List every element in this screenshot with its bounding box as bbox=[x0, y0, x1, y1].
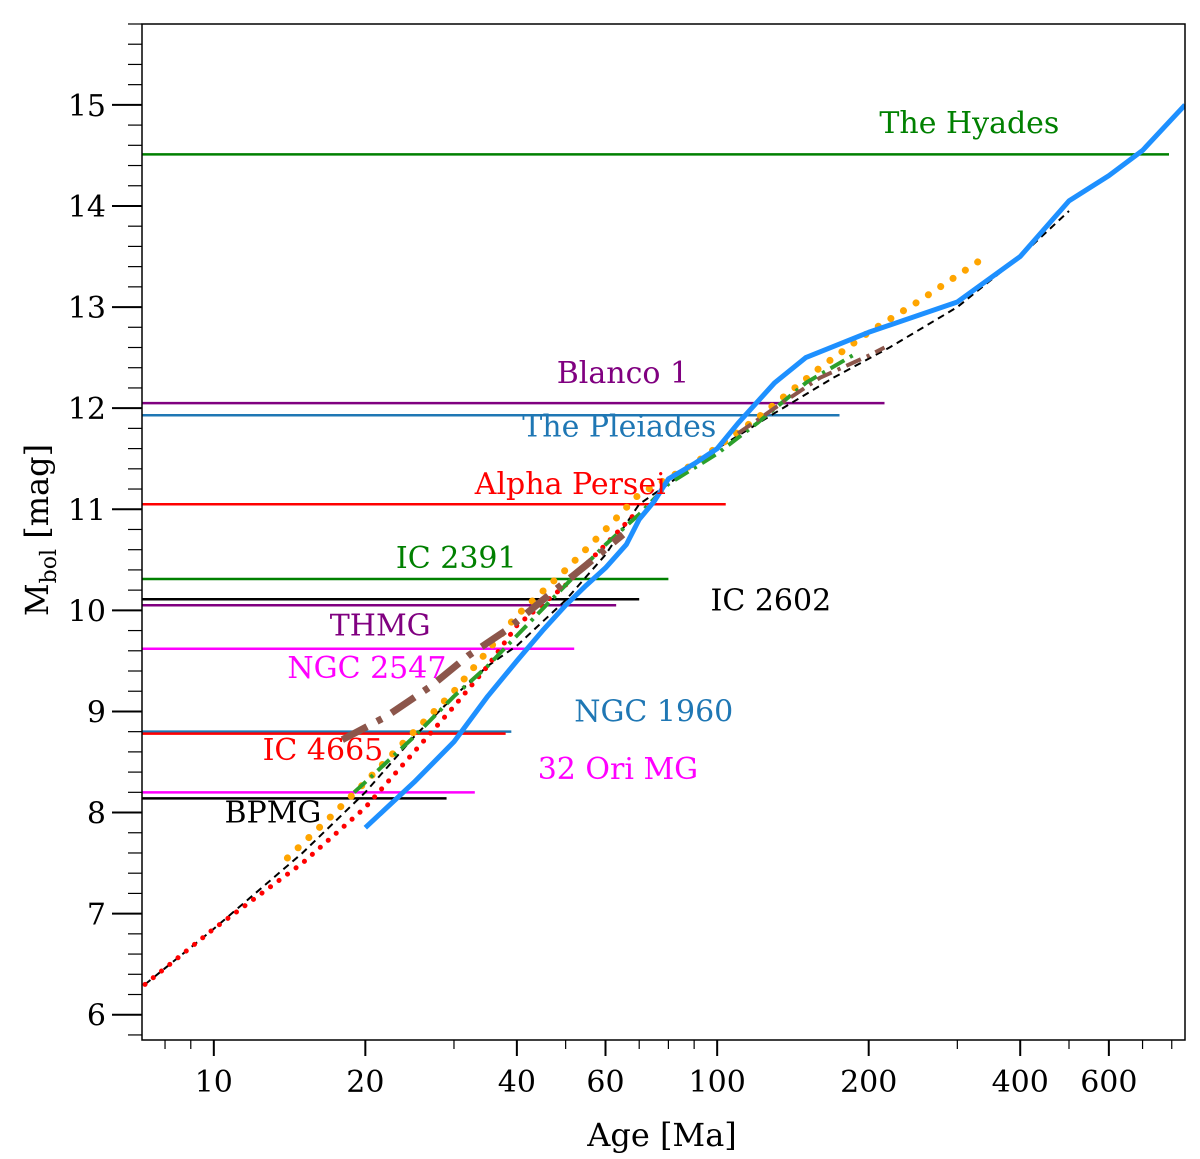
x-tick-label-1: 20 bbox=[346, 1065, 384, 1100]
plot-frame bbox=[141, 23, 1186, 1041]
cluster-label-6: THMG bbox=[330, 609, 431, 644]
cluster-label-8: NGC 1960 bbox=[574, 695, 733, 730]
y-axis-label-sub: bol bbox=[37, 549, 62, 583]
model-curve-1 bbox=[142, 506, 642, 987]
y-axis-label: Mbol [mag] bbox=[18, 444, 62, 616]
x-tick-label-7: 600 bbox=[1080, 1065, 1137, 1100]
model-curve-2 bbox=[283, 258, 982, 862]
x-tick-label-3: 60 bbox=[586, 1065, 624, 1100]
x-axis-ticks: 10 20 40 60 100 200 400 600 bbox=[164, 1040, 1173, 1100]
cluster-lines bbox=[142, 153, 1169, 800]
cluster-label-7: NGC 2547 bbox=[287, 651, 446, 686]
model-curve-0 bbox=[144, 210, 1070, 986]
cluster-label-9: IC 4665 bbox=[263, 733, 384, 768]
cluster-label-2: The Pleiades bbox=[522, 409, 716, 444]
y-tick-label-7: 13 bbox=[68, 291, 106, 326]
model-curve-5 bbox=[736, 345, 886, 436]
cluster-label-10: 32 Ori MG bbox=[538, 752, 698, 787]
y-tick-label-4: 10 bbox=[68, 594, 106, 629]
x-tick-label-5: 200 bbox=[840, 1065, 897, 1100]
cluster-labels: The Hyades Blanco 1 The Pleiades Alpha Pers… bbox=[224, 106, 1059, 830]
x-tick-label-2: 40 bbox=[498, 1065, 536, 1100]
y-axis-label-unit: [mag] bbox=[18, 444, 56, 549]
y-tick-label-0: 6 bbox=[87, 999, 106, 1034]
model-curves bbox=[142, 103, 1185, 987]
x-tick-label-6: 400 bbox=[992, 1065, 1049, 1100]
y-tick-label-6: 12 bbox=[68, 392, 106, 427]
cluster-label-11: BPMG bbox=[224, 796, 321, 831]
y-tick-label-1: 7 bbox=[87, 898, 106, 933]
y-tick-label-3: 9 bbox=[87, 695, 106, 730]
x-tick-label-0: 10 bbox=[195, 1065, 233, 1100]
y-tick-label-5: 11 bbox=[68, 493, 106, 528]
model-curve-6 bbox=[363, 103, 1185, 830]
cluster-label-5: IC 2602 bbox=[711, 583, 832, 618]
x-axis-label: Age [Ma] bbox=[586, 1116, 737, 1154]
cluster-label-1: Blanco 1 bbox=[557, 356, 689, 391]
y-tick-label-8: 14 bbox=[68, 190, 106, 225]
y-axis-ticks: 6 7 8 9 10 11 12 13 14 15 bbox=[68, 23, 142, 1036]
y-tick-label-2: 8 bbox=[87, 797, 106, 832]
y-tick-label-9: 15 bbox=[68, 89, 106, 124]
model-curve-4 bbox=[340, 531, 626, 743]
cluster-label-4: IC 2391 bbox=[396, 541, 517, 576]
cluster-label-0: The Hyades bbox=[879, 106, 1059, 141]
y-axis-label-main: M bbox=[18, 583, 56, 616]
cluster-label-3: Alpha Persei bbox=[474, 467, 666, 502]
x-tick-label-4: 100 bbox=[689, 1065, 746, 1100]
